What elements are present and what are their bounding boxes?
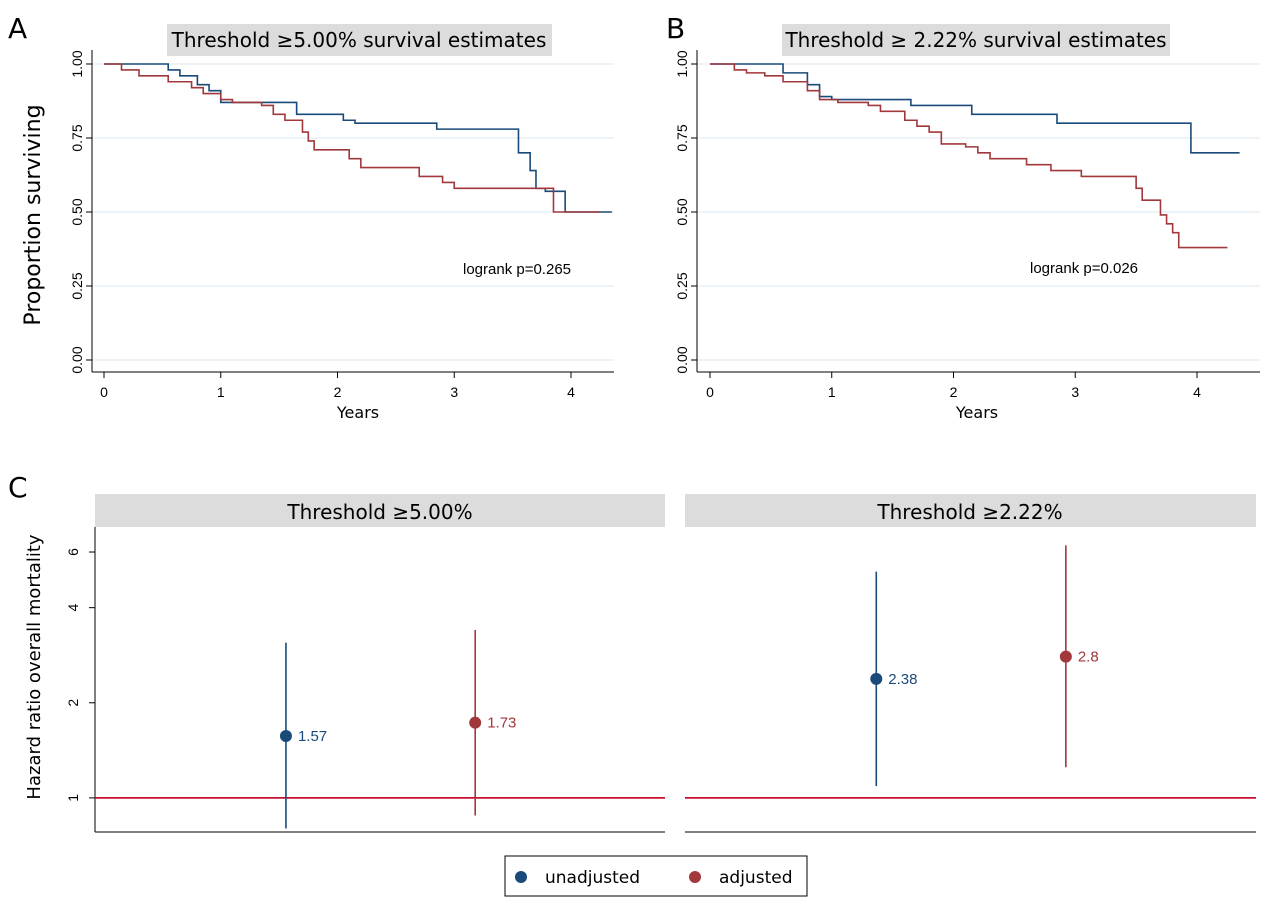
panel-letter-c: C <box>8 471 28 504</box>
x-tick-label-a: 3 <box>450 384 458 400</box>
x-tick-label-a: 1 <box>217 384 225 400</box>
y-tick-label-a: 0.00 <box>69 346 85 373</box>
x-tick-label-a: 4 <box>567 384 575 400</box>
y-axis-title-c: Hazard ratio overall mortality <box>24 534 45 799</box>
legend-label-unadjusted: unadjusted <box>545 868 640 888</box>
survival-curve-a-red <box>104 63 601 213</box>
legend-box <box>504 855 808 897</box>
estimate-label-adjusted: 1.73 <box>487 715 516 732</box>
x-tick-label-b: 1 <box>828 384 836 400</box>
y-tick-label-c: 6 <box>65 548 81 556</box>
x-tick-label-a: 2 <box>334 384 342 400</box>
x-tick-label-b: 2 <box>950 384 958 400</box>
panel-letter-a: A <box>8 12 27 45</box>
y-tick-label-c: 4 <box>65 604 81 612</box>
x-tick-label-b: 4 <box>1193 384 1201 400</box>
estimates-group-c: 1.57 1.73 2.38 2.8 <box>279 545 1099 829</box>
axes-b: 0.00 0.25 0.50 0.75 1.00 0 1 2 3 4 <box>674 50 1260 400</box>
y-tick-label-b: 0.00 <box>674 346 690 373</box>
series-group-b <box>710 63 1240 249</box>
chart-title-a: Threshold ≥5.00% survival estimates <box>171 28 547 52</box>
survival-panel-a: Threshold ≥5.00% survival estimates Prop… <box>21 24 614 422</box>
facet-title-2: Threshold ≥2.22% <box>876 500 1062 524</box>
y-tick-label-c: 2 <box>65 699 81 707</box>
legend-label-adjusted: adjusted <box>719 868 792 888</box>
y-tick-label-a: 0.25 <box>69 272 85 299</box>
axes-a: 0.00 0.25 0.50 0.75 1.00 0 1 2 3 4 <box>69 50 614 400</box>
gridlines-a <box>92 63 614 361</box>
y-tick-label-b: 0.50 <box>674 198 690 225</box>
x-axis-title-b: Years <box>955 403 998 422</box>
y-tick-label-a: 0.75 <box>69 124 85 151</box>
facet-strip-2 <box>685 494 1256 527</box>
estimate-point-adjusted <box>1059 650 1072 663</box>
logrank-annotation-a: logrank p=0.265 <box>463 261 571 278</box>
x-tick-label-b: 3 <box>1071 384 1079 400</box>
y-tick-label-b: 0.75 <box>674 124 690 151</box>
facet-strip-1 <box>95 494 665 527</box>
hazard-ratio-panel-c: Hazard ratio overall mortality Threshold… <box>24 494 1256 833</box>
y-tick-label-b: 0.25 <box>674 272 690 299</box>
y-tick-label-b: 1.00 <box>674 50 690 77</box>
facet-title-1: Threshold ≥5.00% <box>286 500 472 524</box>
estimate-label-unadjusted: 2.38 <box>888 671 917 688</box>
estimate-point-unadjusted <box>279 730 292 743</box>
title-box-b <box>782 24 1170 56</box>
y-tick-label-a: 1.00 <box>69 50 85 77</box>
y-axis-title-a: Proportion surviving <box>21 104 46 325</box>
estimate-point-adjusted <box>469 716 482 729</box>
legend: unadjusted adjusted <box>504 855 808 897</box>
gridlines-b <box>697 63 1260 361</box>
title-box-a <box>167 24 552 56</box>
survival-curve-b-red <box>710 63 1228 249</box>
x-tick-label-a: 0 <box>100 384 108 400</box>
series-group-a <box>104 63 612 213</box>
survival-panel-b: Threshold ≥ 2.22% survival estimates Yea… <box>674 24 1260 422</box>
axes-c: 1 2 4 6 <box>65 527 1256 833</box>
x-axis-title-a: Years <box>336 403 379 422</box>
chart-title-b: Threshold ≥ 2.22% survival estimates <box>784 28 1166 52</box>
estimate-label-unadjusted: 1.57 <box>298 728 327 745</box>
survival-curve-b-blue <box>710 63 1240 154</box>
logrank-annotation-b: logrank p=0.026 <box>1030 260 1138 277</box>
estimate-point-unadjusted <box>870 672 883 685</box>
y-tick-label-c: 1 <box>65 794 81 802</box>
panel-letter-b: B <box>666 12 685 45</box>
legend-marker-unadjusted <box>515 871 527 883</box>
legend-marker-adjusted <box>689 871 701 883</box>
y-tick-label-a: 0.50 <box>69 198 85 225</box>
estimate-label-adjusted: 2.8 <box>1078 649 1099 666</box>
x-tick-label-b: 0 <box>706 384 714 400</box>
